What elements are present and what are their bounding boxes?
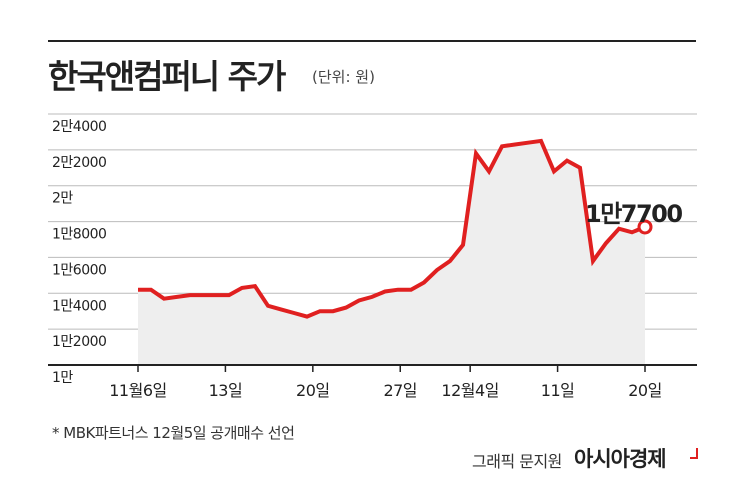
area-layer [138,140,645,365]
logo-mark-icon [690,448,698,459]
y-tick-label: 1만 [52,370,73,386]
x-tick-label: 13일 [209,381,243,400]
x-axis: 11월6일 13일 20일 27일 12월4일 11일 20일 [48,364,697,400]
y-tick-label: 1만2000 [52,334,106,350]
x-tick-label: 20일 [296,381,330,400]
x-tick-label: 27일 [383,381,417,400]
y-axis-labels: 2만4000 2만2000 2만 1만8000 1만6000 1만4000 1만2000 1만 [52,119,107,386]
x-tick-label: 11일 [541,381,575,400]
graphic-credit: 그래픽 문지원 [472,452,562,471]
y-tick-label: 1만6000 [52,262,106,278]
y-tick-label: 1만8000 [52,227,106,243]
end-point-marker [637,219,653,235]
price-line [138,138,646,319]
y-tick-label: 2만2000 [52,155,106,171]
x-tick-label: 12월4일 [441,381,498,400]
chart-title: 한국앤컴퍼니 주가 [48,57,286,96]
end-marker-layer: 1만7700 [585,200,684,235]
y-tick-label: 2만 [52,191,73,207]
footnote: * MBK파트너스 12월5일 공개매수 선언 [52,424,295,442]
y-tick-label: 1만4000 [52,298,106,314]
y-tick-label: 2만4000 [52,119,106,135]
area-fill [138,140,645,365]
end-value-label: 1만7700 [585,200,682,228]
unit-label: (단위: 원) [312,68,375,86]
line-layer [137,138,646,319]
publisher-logo: 아시아경제 [574,447,667,471]
x-tick-label: 11월6일 [109,381,166,400]
x-tick-label: 20일 [628,381,662,400]
top-rule [48,40,696,42]
